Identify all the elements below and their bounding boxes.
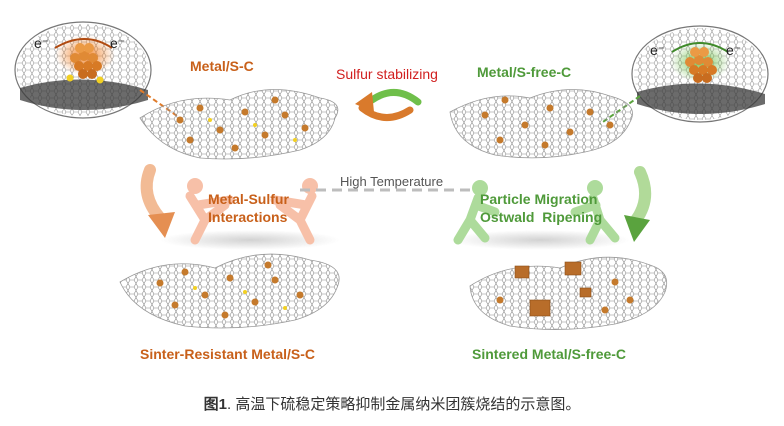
caption-text: . 高温下硫稳定策略抑制金属纳米团簇烧结的示意图。 [227,396,581,413]
electron-label-left-1: e⁻ [34,35,49,51]
right-down-arrow [624,166,652,242]
sheet-metal-s-free-c [449,89,633,159]
sheet-sintered [469,256,668,330]
figure-caption: 图1. 高温下硫稳定策略抑制金属纳米团簇烧结的示意图。 [0,393,784,414]
label-particle-migration-line1: Particle Migration [480,191,598,207]
metal-cluster-icon-left [66,43,104,84]
sulfur-stabilizing-arrow [355,89,422,121]
label-high-temperature: High Temperature [340,174,444,189]
schematic-drawing: e⁻ e⁻ e⁻ e⁻ [14,21,769,330]
running-figures-icon [450,180,630,250]
electron-label-left-2: e⁻ [110,35,125,51]
holding-figures-icon [160,178,340,250]
sheet-sinter-resistant [119,253,340,329]
label-sulfur-stabilizing: Sulfur stabilizing [336,66,438,82]
inset-left [14,21,152,119]
label-metal-s-free-c: Metal/S-free-C [477,64,572,80]
electron-label-right-2: e⁻ [726,42,741,58]
label-metal-s-c: Metal/S-C [190,58,254,74]
metal-cluster-icon-right [685,47,717,83]
caption-figure-label: 图1 [203,396,227,413]
label-sintered: Sintered Metal/S-free-C [472,346,627,362]
label-particle-migration: Particle Migration Ostwald Ripening [480,190,602,226]
electron-label-right-1: e⁻ [650,42,665,58]
label-particle-migration-line2: Ostwald Ripening [480,209,603,225]
left-down-arrow [140,164,175,238]
label-sinter-resistant: Sinter-Resistant Metal/S-C [140,346,316,362]
label-metal-sulfur-line1: Metal-Sulfur [208,191,289,207]
label-metal-sulfur-line2: Interactions [208,209,288,225]
sheet-metal-s-c [139,89,339,160]
label-metal-sulfur: Metal-Sulfur Interactions [208,190,289,226]
inset-right [631,25,769,123]
schematic-figure: e⁻ e⁻ e⁻ e⁻ [14,21,769,362]
